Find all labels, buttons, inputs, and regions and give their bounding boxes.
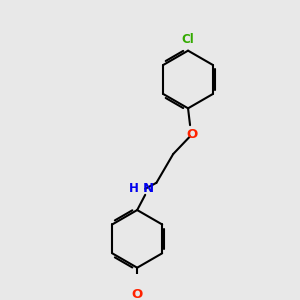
Text: H: H [129, 182, 139, 195]
Text: Cl: Cl [182, 33, 194, 46]
Text: N: N [143, 182, 154, 195]
Text: O: O [132, 288, 143, 300]
Text: O: O [186, 128, 198, 141]
